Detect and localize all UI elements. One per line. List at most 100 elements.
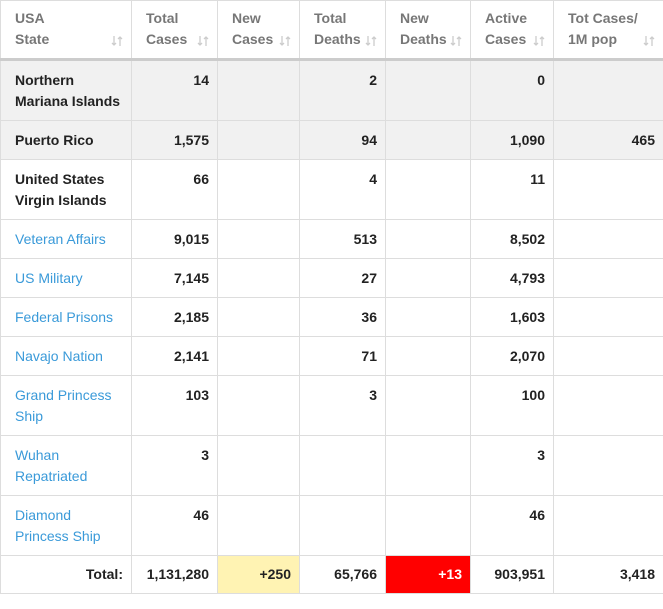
cell: 2,141 [131, 336, 218, 376]
state-name[interactable]: Federal Prisons [0, 297, 132, 337]
total-cell: 1,131,280 [131, 555, 218, 594]
cell [217, 258, 300, 298]
cell: 7,145 [131, 258, 218, 298]
cell [553, 336, 663, 376]
cell [385, 375, 471, 436]
table-row: Navajo Nation 2,141 71 2,070 [0, 336, 663, 376]
cell: 71 [299, 336, 386, 376]
cell [385, 59, 471, 121]
total-cell: 65,766 [299, 555, 386, 594]
table-row: Northern Mariana Islands 14 2 0 [0, 59, 663, 121]
cell: 46 [131, 495, 218, 556]
sort-icon[interactable] [533, 35, 545, 47]
cell [385, 495, 471, 556]
cell: 2 [299, 59, 386, 121]
sort-icon[interactable] [365, 35, 377, 47]
cell [553, 159, 663, 220]
cell [385, 336, 471, 376]
cell: 8,502 [470, 219, 554, 259]
sort-icon[interactable] [450, 35, 462, 47]
header-text: Total Deaths [314, 10, 361, 47]
cell: 100 [470, 375, 554, 436]
cell [385, 120, 471, 160]
cell [385, 435, 471, 496]
header-text: Tot Cases/ 1M pop [568, 10, 638, 47]
table-row: Wuhan Repatriated 3 3 [0, 435, 663, 496]
cell: 103 [131, 375, 218, 436]
cell [553, 375, 663, 436]
cell [299, 495, 386, 556]
cell [385, 159, 471, 220]
cell [385, 297, 471, 337]
column-header[interactable]: Tot Cases/ 1M pop [553, 0, 663, 61]
cell: 3 [131, 435, 218, 496]
cell: 1,575 [131, 120, 218, 160]
table-row: Puerto Rico 1,575 94 1,090 465 [0, 120, 663, 160]
total-cell: +13 [385, 555, 471, 594]
cell: 36 [299, 297, 386, 337]
cell: 94 [299, 120, 386, 160]
cell: 465 [553, 120, 663, 160]
cell: 2,185 [131, 297, 218, 337]
cell [553, 219, 663, 259]
sort-icon[interactable] [197, 35, 209, 47]
header-text: Active Cases [485, 10, 528, 47]
total-cell: 3,418 [553, 555, 663, 594]
cell [553, 258, 663, 298]
cell [553, 59, 663, 121]
column-header[interactable]: New Deaths [385, 0, 471, 61]
cell: 1,603 [470, 297, 554, 337]
total-cell: 903,951 [470, 555, 554, 594]
cell: 4,793 [470, 258, 554, 298]
cell [299, 435, 386, 496]
header-text: Total Cases [146, 10, 188, 47]
sort-icon[interactable] [111, 35, 123, 47]
state-name[interactable]: Veteran Affairs [0, 219, 132, 259]
total-cell: +250 [217, 555, 300, 594]
column-header[interactable]: Total Cases [131, 0, 218, 61]
cell: 0 [470, 59, 554, 121]
state-name: Northern Mariana Islands [0, 59, 132, 121]
table-row: Veteran Affairs 9,015 513 8,502 [0, 219, 663, 259]
header-text: USA State [15, 10, 50, 47]
cell: 11 [470, 159, 554, 220]
sort-icon[interactable] [279, 35, 291, 47]
cell [217, 375, 300, 436]
cell: 66 [131, 159, 218, 220]
column-header[interactable]: Active Cases [470, 0, 554, 61]
header-text: New Cases [232, 10, 274, 47]
cell: 2,070 [470, 336, 554, 376]
state-name[interactable]: US Military [0, 258, 132, 298]
cell [217, 435, 300, 496]
cell [217, 219, 300, 259]
state-name[interactable]: Diamond Princess Ship [0, 495, 132, 556]
header-text: New Deaths [400, 10, 447, 47]
states-table: USA State Total Cases New Cases Total Death… [0, 0, 663, 594]
cell [217, 159, 300, 220]
column-header[interactable]: New Cases [217, 0, 300, 61]
table-row: United States Virgin Islands 66 4 11 [0, 159, 663, 220]
cell: 3 [470, 435, 554, 496]
cell [553, 435, 663, 496]
cell [553, 495, 663, 556]
cell [385, 219, 471, 259]
table-row: US Military 7,145 27 4,793 [0, 258, 663, 298]
cell: 3 [299, 375, 386, 436]
header-row: USA State Total Cases New Cases Total Death… [0, 0, 663, 61]
cell: 46 [470, 495, 554, 556]
cell: 513 [299, 219, 386, 259]
cell [217, 495, 300, 556]
sort-icon[interactable] [643, 35, 655, 47]
cell [385, 258, 471, 298]
column-header[interactable]: USA State [0, 0, 132, 61]
table-row: Grand Princess Ship 103 3 100 [0, 375, 663, 436]
cell [217, 59, 300, 121]
column-header[interactable]: Total Deaths [299, 0, 386, 61]
state-name[interactable]: Navajo Nation [0, 336, 132, 376]
state-name[interactable]: Grand Princess Ship [0, 375, 132, 436]
table-row: Diamond Princess Ship 46 46 [0, 495, 663, 556]
cell: 14 [131, 59, 218, 121]
cell [217, 297, 300, 337]
state-name[interactable]: Wuhan Repatriated [0, 435, 132, 496]
